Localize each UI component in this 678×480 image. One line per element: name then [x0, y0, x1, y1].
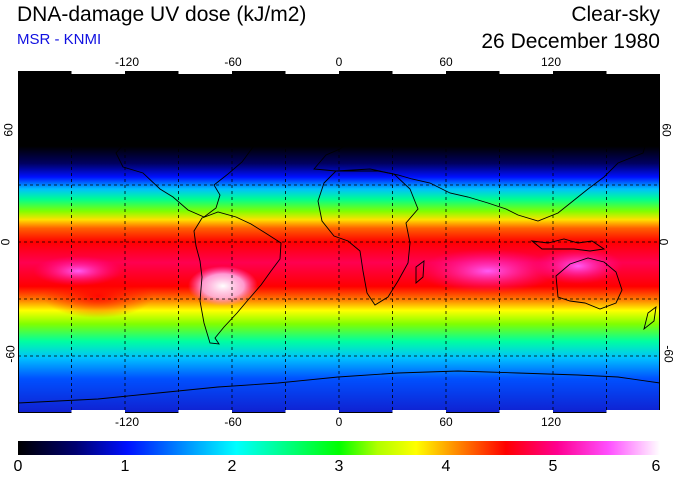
colorbar-label-4: 4: [441, 458, 451, 475]
lat-label-left-60n: 60: [1, 123, 16, 137]
lon-label-bottom-w120: -120: [114, 415, 140, 429]
lon-label-top-e60: 60: [439, 55, 453, 69]
colorbar-gradient: [18, 441, 660, 455]
sky-condition-label: Clear-sky: [571, 3, 660, 26]
australia-coast: [555, 257, 623, 310]
uv-patch-south-pacific: [33, 256, 123, 286]
lat-label-right-60n: 60: [659, 123, 674, 137]
date-label: 26 December 1980: [481, 30, 660, 53]
colorbar-label-6: 6: [651, 458, 661, 475]
lat-label-left-0: 0: [0, 239, 12, 246]
lon-label-top-0: 0: [335, 55, 343, 69]
source-label: MSR - KNMI: [17, 31, 102, 48]
antarctica-coast: [18, 370, 660, 404]
indonesia-coast: [530, 238, 606, 252]
colorbar: [18, 441, 660, 455]
greenland-coast: [267, 94, 319, 136]
uv-dose-map: [18, 71, 660, 413]
lon-label-bottom-e60: 60: [439, 415, 453, 429]
new-zealand-coast: [643, 305, 657, 331]
lon-label-bottom-0: 0: [335, 415, 343, 429]
frame-ticks: [71, 71, 660, 413]
lon-label-top-w120: -120: [114, 55, 140, 69]
lat-label-left-60s: -60: [3, 345, 18, 363]
uv-max-andes: [188, 266, 258, 306]
lat-label-right-60s: -60: [661, 345, 676, 363]
colorbar-label-2: 2: [227, 458, 237, 475]
uv-patch-australia: [533, 248, 623, 284]
map-title: DNA-damage UV dose (kJ/m2): [17, 3, 307, 26]
colorbar-label-0: 0: [13, 458, 23, 475]
south-america-coast: [193, 211, 282, 345]
lon-label-bottom-e120: 120: [540, 415, 562, 429]
colorbar-label-5: 5: [548, 458, 558, 475]
europe-asia-coast: [313, 116, 649, 222]
lon-label-top-e120: 120: [540, 55, 562, 69]
africa-coast: [317, 168, 419, 306]
uv-patch-indian-ocean: [418, 249, 558, 293]
coastlines: [18, 94, 660, 404]
lon-label-top-w60: -60: [224, 55, 242, 69]
colorbar-label-3: 3: [334, 458, 344, 475]
colorbar-label-1: 1: [120, 458, 130, 475]
madagascar-coast: [415, 260, 425, 284]
north-america-coast: [115, 125, 257, 218]
lon-label-bottom-w60: -60: [224, 415, 242, 429]
